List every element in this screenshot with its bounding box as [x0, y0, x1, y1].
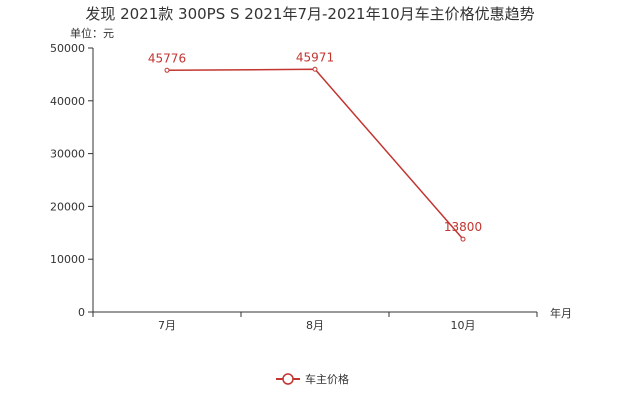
- y-tick-label: 20000: [50, 200, 85, 213]
- x-tick-label: 8月: [306, 319, 324, 332]
- data-point: [164, 67, 170, 73]
- y-tick-label: 0: [78, 306, 85, 319]
- x-axis-ticks: 7月 8月 10月: [92, 312, 538, 332]
- y-unit-label: 单位：元: [70, 26, 114, 40]
- legend[interactable]: 车主价格: [276, 372, 349, 386]
- series-line: [166, 68, 464, 240]
- data-point: [312, 66, 318, 72]
- data-label: 45971: [296, 50, 334, 64]
- chart-title: 发现 2021款 300PS S 2021年7月-2021年10月车主价格优惠趋…: [85, 5, 534, 23]
- x-tick-label: 7月: [158, 319, 176, 332]
- legend-label-series: 车主价格: [305, 372, 349, 386]
- y-tick-label: 30000: [50, 148, 85, 161]
- series-layer: 45776 45971 13800: [148, 50, 482, 242]
- y-tick-label: 50000: [50, 42, 85, 55]
- y-tick-label: 40000: [50, 95, 85, 108]
- legend-marker-icon: [282, 373, 294, 385]
- data-point: [460, 236, 466, 242]
- x-tick-label: 10月: [451, 319, 476, 332]
- data-label: 45776: [148, 51, 186, 65]
- y-axis-ticks: 0 10000 20000 30000 40000 50000: [50, 42, 93, 319]
- data-label: 13800: [444, 220, 482, 234]
- y-tick-label: 10000: [50, 253, 85, 266]
- x-axis-name: 年月: [550, 306, 572, 320]
